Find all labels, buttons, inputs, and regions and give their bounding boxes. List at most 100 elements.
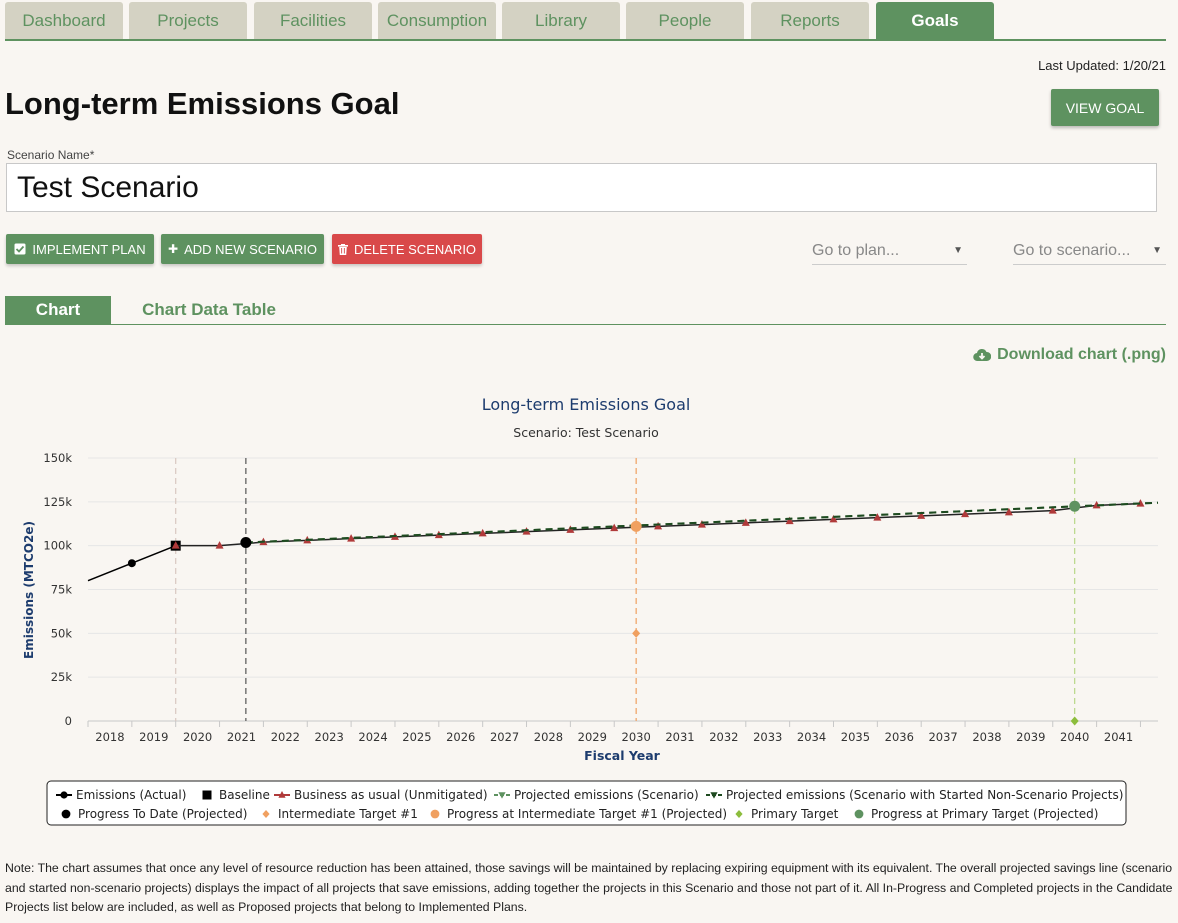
legend-item: Progress at Primary Target (Projected) bbox=[854, 807, 1098, 821]
legend-item: Projected emissions (Scenario) bbox=[494, 788, 699, 802]
series-0 bbox=[87, 541, 180, 582]
implement-plan-button[interactable]: IMPLEMENT PLAN bbox=[6, 234, 154, 264]
add-new-scenario-button[interactable]: ✚ ADD NEW SCENARIO bbox=[161, 234, 324, 264]
x-tick-label: 2032 bbox=[709, 730, 738, 744]
point-diamond bbox=[1070, 716, 1079, 726]
x-tick-label: 2034 bbox=[797, 730, 826, 744]
y-axis-label: Emissions (MTCO2e) bbox=[22, 521, 36, 659]
point-triangle bbox=[171, 541, 180, 549]
x-tick-label: 2026 bbox=[446, 730, 475, 744]
x-tick-label: 2025 bbox=[402, 730, 431, 744]
emissions-chart: Long-term Emissions Goal Scenario: Test … bbox=[22, 395, 1159, 826]
legend-item: Progress To Date (Projected) bbox=[61, 807, 247, 821]
series-5 bbox=[240, 537, 252, 549]
chart-legend: Emissions (Actual) Baseline Business as us… bbox=[56, 788, 1123, 821]
legend-label: Progress To Date (Projected) bbox=[78, 807, 247, 821]
point-triangle bbox=[961, 509, 970, 518]
chart-subtabs: Chart Chart Data Table bbox=[5, 296, 1166, 325]
download-chart-link[interactable]: Download chart (.png) bbox=[973, 346, 1166, 364]
delete-scenario-button[interactable]: DELETE SCENARIO bbox=[332, 234, 482, 264]
x-tick-label: 2036 bbox=[885, 730, 914, 744]
point-triangle bbox=[498, 792, 506, 799]
x-tick-label: 2038 bbox=[972, 730, 1001, 744]
series-8 bbox=[1070, 716, 1079, 726]
point-triangle bbox=[215, 541, 224, 549]
tab-goals[interactable]: Goals bbox=[876, 2, 994, 39]
x-tick-label: 2040 bbox=[1060, 730, 1089, 744]
tab-projects[interactable]: Projects bbox=[129, 2, 247, 39]
series-4 bbox=[245, 501, 1159, 544]
scenario-name-input[interactable] bbox=[6, 163, 1157, 212]
series-7 bbox=[630, 520, 642, 532]
legend-label: Baseline bbox=[219, 788, 270, 802]
legend-item: Projected emissions (Scenario with Start… bbox=[706, 788, 1123, 802]
x-tick-label: 2018 bbox=[95, 730, 124, 744]
x-tick-label: 2031 bbox=[665, 730, 694, 744]
go-to-plan-placeholder: Go to plan... bbox=[812, 241, 900, 259]
x-tick-label: 2030 bbox=[622, 730, 651, 744]
download-chart-label: Download chart (.png) bbox=[997, 346, 1166, 363]
go-to-scenario-placeholder: Go to scenario... bbox=[1013, 241, 1131, 259]
tab-consumption[interactable]: Consumption bbox=[378, 2, 496, 39]
tab-facilities[interactable]: Facilities bbox=[254, 2, 372, 39]
tab-dashboard[interactable]: Dashboard bbox=[5, 2, 123, 39]
tab-chart[interactable]: Chart bbox=[5, 296, 111, 324]
go-to-plan-select[interactable]: Go to plan... ▼ bbox=[812, 237, 967, 265]
x-tick-label: 2035 bbox=[841, 730, 870, 744]
x-tick-label: 2023 bbox=[315, 730, 344, 744]
point-triangle bbox=[741, 518, 750, 526]
x-tick-label: 2039 bbox=[1016, 730, 1045, 744]
x-axis-label: Fiscal Year bbox=[584, 748, 661, 763]
go-to-scenario-select[interactable]: Go to scenario... ▼ bbox=[1013, 237, 1166, 265]
tab-people[interactable]: People bbox=[626, 2, 744, 39]
x-tick-label: 2041 bbox=[1104, 730, 1133, 744]
tab-reports[interactable]: Reports bbox=[751, 2, 869, 39]
view-goal-button[interactable]: VIEW GOAL bbox=[1051, 89, 1159, 126]
point-circle bbox=[430, 809, 440, 819]
legend-label: Primary Target bbox=[751, 807, 839, 821]
y-tick-label: 0 bbox=[65, 714, 72, 728]
chart-subtitle: Scenario: Test Scenario bbox=[513, 425, 658, 440]
x-tick-label: 2024 bbox=[358, 730, 387, 744]
point-circle bbox=[60, 791, 68, 799]
required-mark: * bbox=[89, 148, 95, 162]
x-tick-label: 2020 bbox=[183, 730, 212, 744]
checkbox-icon bbox=[14, 243, 26, 255]
x-tick-label: 2022 bbox=[271, 730, 300, 744]
legend-item: Baseline bbox=[202, 788, 270, 802]
y-axis-ticks: 0 25k 50k 75k 100k 125k 150k bbox=[43, 451, 72, 728]
legend-label: Progress at Intermediate Target #1 (Proj… bbox=[447, 807, 727, 821]
y-tick-label: 125k bbox=[43, 495, 72, 509]
x-tick-label: 2033 bbox=[753, 730, 782, 744]
caret-down-icon: ▼ bbox=[1152, 245, 1162, 256]
scenario-name-label: Scenario Name* bbox=[7, 148, 94, 162]
page-title: Long-term Emissions Goal bbox=[5, 86, 400, 121]
tab-library[interactable]: Library bbox=[502, 2, 620, 39]
point-triangle bbox=[829, 514, 838, 523]
point-triangle bbox=[873, 513, 882, 521]
series-line bbox=[245, 501, 1159, 544]
series-9 bbox=[1069, 500, 1081, 512]
x-tick-label: 2029 bbox=[578, 730, 607, 744]
point-circle bbox=[854, 809, 864, 819]
trash-icon bbox=[337, 243, 348, 255]
point-triangle bbox=[1004, 507, 1013, 516]
legend-label: Progress at Primary Target (Projected) bbox=[871, 807, 1098, 821]
delete-scenario-label: DELETE SCENARIO bbox=[353, 241, 477, 257]
last-updated: Last Updated: 1/20/21 bbox=[1038, 58, 1166, 73]
point-circle bbox=[61, 809, 71, 819]
series-6 bbox=[632, 628, 641, 638]
legend-item: Business as usual (Unmitigated) bbox=[274, 788, 488, 802]
top-nav: Dashboard Projects Facilities Consumptio… bbox=[5, 2, 1166, 41]
point-diamond bbox=[632, 628, 641, 638]
chart-note: Note: The chart assumes that once any le… bbox=[5, 861, 1173, 914]
legend-item: Intermediate Target #1 bbox=[262, 807, 418, 821]
legend-item: Primary Target bbox=[735, 807, 839, 821]
tab-chart-data-table[interactable]: Chart Data Table bbox=[142, 300, 276, 319]
point-triangle bbox=[654, 521, 663, 530]
x-tick-label: 2037 bbox=[928, 730, 957, 744]
point-triangle bbox=[697, 520, 706, 528]
point-square bbox=[202, 790, 212, 800]
scenario-name-label-text: Scenario Name bbox=[7, 148, 90, 162]
point-circle bbox=[240, 537, 252, 549]
